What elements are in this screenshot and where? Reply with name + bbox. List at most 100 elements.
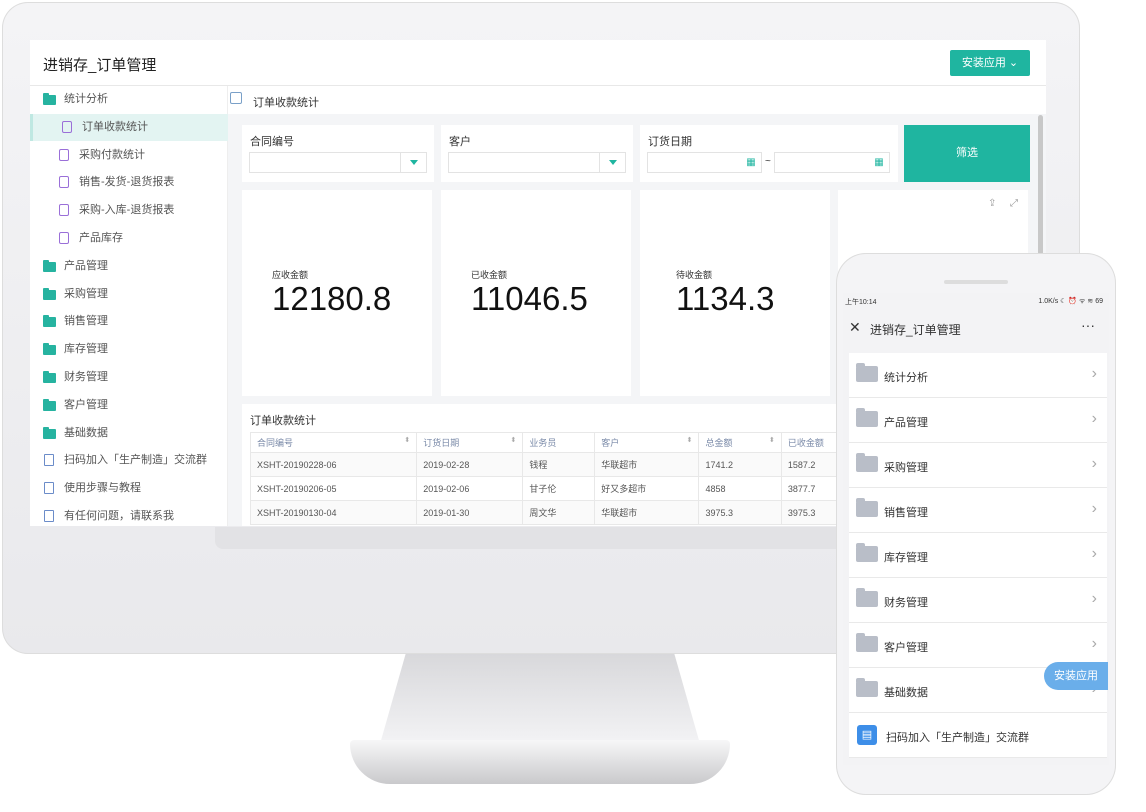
column-header[interactable]: 总金额 ⬍ xyxy=(698,432,782,453)
table-row[interactable]: XSHT-20190206-05 2019-02-06 甘子伦 好又多超市 4858 38… xyxy=(249,476,871,501)
table-cell: 好又多超市 xyxy=(594,476,700,501)
phone-menu-item[interactable]: 销售管理 › xyxy=(849,488,1107,533)
sidebar-item[interactable]: 使用步骤与教程 xyxy=(30,475,228,502)
folder-icon xyxy=(856,408,878,427)
folder-icon xyxy=(856,498,878,517)
phone-title: 进销存_订单管理 xyxy=(870,323,961,337)
phone-menu-item[interactable]: 库存管理 › xyxy=(849,533,1107,578)
phone-menu-item[interactable]: 财务管理 › xyxy=(849,578,1107,623)
column-header[interactable]: 订货日期 ⬍ xyxy=(416,432,524,453)
sidebar-item[interactable]: 有任何问题，请联系我 xyxy=(30,503,228,526)
calendar-icon: ▦ xyxy=(746,157,756,168)
sidebar-item[interactable]: 产品管理 xyxy=(30,253,228,280)
end-date-input[interactable]: ▦ xyxy=(774,152,890,173)
folder-icon xyxy=(856,363,878,382)
sidebar-item[interactable]: 库存管理 xyxy=(30,336,228,363)
chevron-down-icon xyxy=(599,153,625,172)
sidebar-item[interactable]: 扫码加入「生产制造」交流群 xyxy=(30,447,228,474)
sidebar-item[interactable]: 基础数据 xyxy=(30,420,228,447)
sidebar-item[interactable]: 统计分析 xyxy=(30,86,228,113)
sidebar-item-label: 基础数据 xyxy=(64,426,108,439)
install-app-button[interactable]: 安装应用 ⌄ xyxy=(950,50,1030,76)
sort-icon[interactable]: ⬍ xyxy=(686,437,693,444)
chevron-right-icon: › xyxy=(1091,455,1097,472)
sidebar-item[interactable]: 采购管理 xyxy=(30,281,228,308)
chevron-right-icon: › xyxy=(1091,500,1097,517)
status-time: 上午10:14 xyxy=(845,299,877,306)
more-icon[interactable]: ··· xyxy=(1081,317,1095,333)
folder-icon xyxy=(43,371,56,383)
phone-doc-item[interactable]: ▤ 扫码加入「生产制造」交流群 xyxy=(849,713,1107,758)
phone-item-label: 销售管理 xyxy=(884,507,928,519)
folder-icon xyxy=(856,588,878,607)
sidebar-item[interactable]: 销售-发货-退货报表 xyxy=(30,169,228,196)
order-table: 合同编号 ⬍ 订货日期 ⬍ 业务员 客户 ⬍ 总金额 ⬍ 已收金额 XSHT-20190228-06… xyxy=(249,432,871,525)
sidebar-item[interactable]: 采购-入库-退货报表 xyxy=(30,197,228,224)
sidebar-item-label: 客户管理 xyxy=(64,398,108,411)
close-icon[interactable]: ✕ xyxy=(849,319,861,335)
monitor-chin xyxy=(215,527,855,549)
contract-select[interactable] xyxy=(249,152,427,173)
phone-menu-item[interactable]: 产品管理 › xyxy=(849,398,1107,443)
start-date-input[interactable]: ▦ xyxy=(647,152,762,173)
phone-menu-item[interactable]: 统计分析 › xyxy=(849,353,1107,398)
column-label: 客户 xyxy=(601,438,620,448)
sidebar-toggle-icon[interactable] xyxy=(230,92,242,104)
sort-icon[interactable]: ⬍ xyxy=(510,437,517,444)
phone-speaker xyxy=(944,280,1008,284)
sidebar-item[interactable]: 订单收款统计 xyxy=(30,113,228,141)
date-filter: 订货日期 ▦ ~ ▦ xyxy=(640,125,898,182)
column-label: 总金额 xyxy=(705,438,733,448)
column-label: 业务员 xyxy=(529,438,557,448)
table-row[interactable]: XSHT-20190130-04 2019-01-30 周文华 华联超市 3975.3 3… xyxy=(249,500,871,525)
sidebar-item-label: 产品库存 xyxy=(79,232,123,244)
sort-icon[interactable]: ⬍ xyxy=(404,437,411,444)
sort-icon[interactable]: ⬍ xyxy=(769,437,775,444)
report-icon xyxy=(59,204,69,217)
filter-button[interactable]: 筛选 xyxy=(904,125,1030,182)
sidebar-item[interactable]: 客户管理 xyxy=(30,392,228,419)
sidebar-item[interactable]: 销售管理 xyxy=(30,308,228,335)
sidebar-item[interactable]: 采购付款统计 xyxy=(30,142,228,169)
sidebar-item[interactable]: 产品库存 xyxy=(30,225,228,252)
sidebar-item-label: 有任何问题，请联系我 xyxy=(64,510,174,522)
sidebar-item-label: 采购管理 xyxy=(64,287,108,300)
fullscreen-icon[interactable]: ⤢ xyxy=(1010,198,1018,209)
column-header[interactable]: 业务员 xyxy=(522,432,596,453)
phone-item-label: 扫码加入「生产制造」交流群 xyxy=(886,732,1029,744)
folder-icon xyxy=(43,343,56,356)
phone-install-button[interactable]: 安装应用 xyxy=(1044,662,1108,690)
table-cell: 华联超市 xyxy=(594,452,700,477)
status-icons: 1.0K/s ☾ ⏰ ᯤ ≋ 69 xyxy=(1038,298,1103,305)
contract-label: 合同编号 xyxy=(250,136,294,148)
stat-label: 待收金额 xyxy=(676,270,713,280)
phone-menu-item[interactable]: 客户管理 › xyxy=(849,623,1107,668)
monitor-base xyxy=(350,740,730,784)
document-icon xyxy=(44,454,54,467)
phone-menu-item[interactable]: 采购管理 › xyxy=(849,443,1107,488)
folder-icon xyxy=(43,287,56,300)
table-cell: 华联超市 xyxy=(594,500,700,525)
sidebar-item[interactable]: 财务管理 xyxy=(30,364,228,391)
stat-label: 应收金额 xyxy=(272,270,309,280)
report-icon xyxy=(59,176,69,189)
folder-icon xyxy=(856,678,878,697)
customer-select[interactable] xyxy=(448,152,626,173)
phone-item-label: 财务管理 xyxy=(884,597,928,609)
scrollbar[interactable] xyxy=(1038,115,1043,255)
table-row[interactable]: XSHT-20190228-06 2019-02-28 钱程 华联超市 1741.2 15… xyxy=(249,452,871,477)
breadcrumb: 订单收款统计 xyxy=(228,86,1046,114)
document-icon xyxy=(44,482,54,495)
app-title: 进销存_订单管理 xyxy=(43,57,157,74)
export-icon[interactable]: ⇪ xyxy=(988,198,997,209)
table-cell: 周文华 xyxy=(522,500,596,525)
document-icon: ▤ xyxy=(857,725,877,745)
phone-menu-item[interactable]: 基础数据› xyxy=(849,668,1107,713)
column-header[interactable]: 合同编号 ⬍ xyxy=(249,432,418,453)
column-header[interactable]: 客户 ⬍ xyxy=(594,432,700,453)
sidebar: 统计分析 订单收款统计 采购付款统计 销售-发货-退货报表 采购-入库-退货报表产品库存… xyxy=(30,86,228,526)
chevron-down-icon xyxy=(400,153,426,172)
folder-icon xyxy=(43,398,56,411)
table-cell: XSHT-20190206-05 xyxy=(249,476,418,501)
chevron-right-icon: › xyxy=(1091,590,1097,607)
